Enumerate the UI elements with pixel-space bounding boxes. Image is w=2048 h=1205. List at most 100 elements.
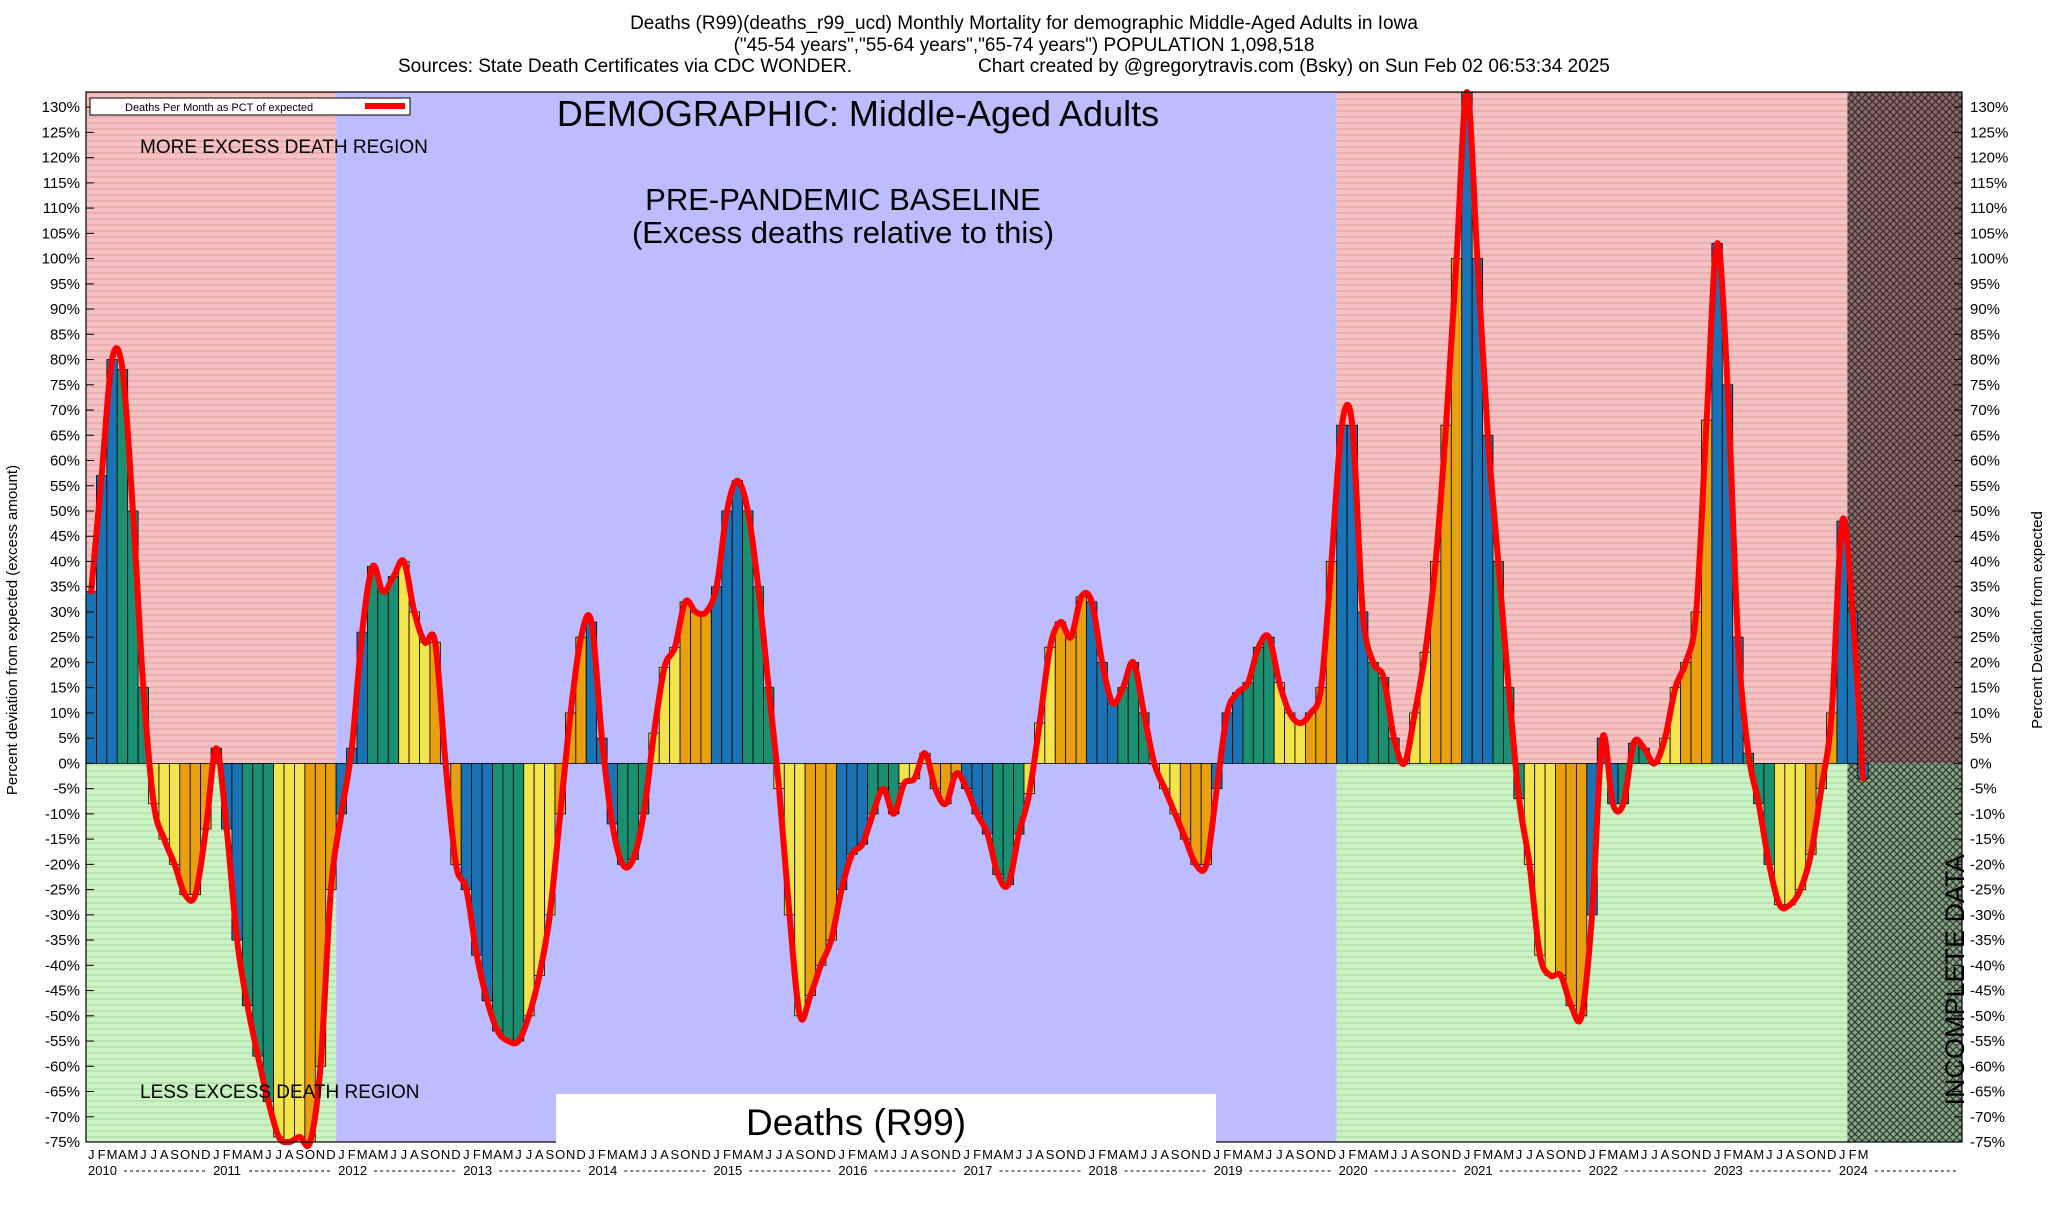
x-year-label: 2016 xyxy=(838,1163,867,1178)
bars-group xyxy=(85,91,1869,1143)
x-month-label: S xyxy=(796,1147,805,1162)
x-year-label: 2015 xyxy=(713,1163,742,1178)
x-month-label: M xyxy=(1607,1147,1618,1162)
x-month-label: A xyxy=(368,1147,377,1162)
y-tick-label-right: 55% xyxy=(1970,478,2000,495)
x-month-label: J xyxy=(1651,1147,1658,1162)
x-month-label: O xyxy=(1556,1147,1566,1162)
x-month-label: D xyxy=(201,1147,210,1162)
y-tick-label-left: 15% xyxy=(50,680,80,697)
y-tick-label-right: -10% xyxy=(1970,806,2005,823)
chart-title-line1: Deaths (R99)(deaths_r99_ucd) Monthly Mor… xyxy=(630,13,1418,34)
y-tick-label-left: -20% xyxy=(45,856,80,873)
x-month-label: F xyxy=(98,1147,106,1162)
x-month-label: J xyxy=(1391,1147,1398,1162)
y-tick-label-right: 120% xyxy=(1970,150,2008,167)
x-month-label: O xyxy=(1055,1147,1065,1162)
bar xyxy=(377,591,389,764)
x-month-label: J xyxy=(838,1147,845,1162)
x-month-label: J xyxy=(88,1147,95,1162)
x-month-label: M xyxy=(1253,1147,1264,1162)
x-month-label: M xyxy=(107,1147,118,1162)
x-month-label: J xyxy=(140,1147,147,1162)
y-tick-label-left: 50% xyxy=(50,503,80,520)
y-tick-label-left: 105% xyxy=(42,225,80,242)
x-month-label: D xyxy=(576,1147,585,1162)
x-month-label: M xyxy=(503,1147,514,1162)
x-month-label: A xyxy=(994,1147,1003,1162)
x-year-label: 2024 xyxy=(1839,1163,1868,1178)
y-tick-label-right: 50% xyxy=(1970,503,2000,520)
x-month-label: S xyxy=(1671,1147,1680,1162)
x-month-label: J xyxy=(1088,1147,1095,1162)
x-month-label: J xyxy=(1016,1147,1023,1162)
y-tick-label-right: -25% xyxy=(1970,882,2005,899)
x-month-label: O xyxy=(555,1147,565,1162)
bar xyxy=(1232,692,1244,764)
y-tick-label-left: 0% xyxy=(58,755,80,772)
x-month-label: S xyxy=(545,1147,554,1162)
y-tick-label-right: 45% xyxy=(1970,528,2000,545)
x-month-label: F xyxy=(1598,1147,1606,1162)
y-tick-label-left: 90% xyxy=(50,301,80,318)
bar xyxy=(1461,91,1473,764)
x-month-label: J xyxy=(1401,1147,1408,1162)
bar xyxy=(1054,621,1067,764)
x-month-label: J xyxy=(338,1147,345,1162)
bar xyxy=(690,611,702,764)
x-month-label: O xyxy=(1681,1147,1691,1162)
x-month-label: M xyxy=(1733,1147,1744,1162)
x-month-label: F xyxy=(848,1147,856,1162)
x-month-label: J xyxy=(1339,1147,1346,1162)
x-month-label: N xyxy=(1692,1147,1701,1162)
y-tick-label-left: -25% xyxy=(45,882,80,899)
y-tick-label-right: 30% xyxy=(1970,604,2000,621)
bar xyxy=(1555,762,1567,976)
baseline-label-line2: (Excess deaths relative to this) xyxy=(632,215,1054,250)
x-month-label: N xyxy=(1566,1147,1575,1162)
bar xyxy=(815,762,827,966)
y-tick-label-right: 40% xyxy=(1970,553,2000,570)
x-month-label: F xyxy=(473,1147,481,1162)
x-month-label: A xyxy=(1786,1147,1795,1162)
x-month-label: S xyxy=(170,1147,179,1162)
x-month-label: M xyxy=(1357,1147,1368,1162)
y-tick-label-left: -30% xyxy=(45,907,80,924)
bar xyxy=(481,762,493,1002)
x-month-label: M xyxy=(607,1147,618,1162)
x-month-label: S xyxy=(1546,1147,1555,1162)
x-month-label: J xyxy=(1276,1147,1283,1162)
y-tick-label-left: 110% xyxy=(43,200,80,217)
x-month-label: S xyxy=(295,1147,304,1162)
bar xyxy=(512,762,525,1042)
x-month-label: J xyxy=(1464,1147,1471,1162)
x-month-label: D xyxy=(701,1147,710,1162)
x-month-label: D xyxy=(1827,1147,1836,1162)
x-month-label: A xyxy=(1619,1147,1628,1162)
x-month-label: N xyxy=(1066,1147,1075,1162)
cause-label-box xyxy=(556,1094,1216,1146)
x-month-label: A xyxy=(1494,1147,1503,1162)
x-month-label: N xyxy=(441,1147,450,1162)
x-month-label: A xyxy=(910,1147,919,1162)
x-month-label: J xyxy=(640,1147,647,1162)
x-month-label: S xyxy=(1796,1147,1805,1162)
y-tick-label-left: -10% xyxy=(45,806,80,823)
x-month-label: F xyxy=(223,1147,231,1162)
y-tick-label-right: -35% xyxy=(1970,932,2005,949)
y-tick-label-right: 85% xyxy=(1970,326,2000,343)
incomplete-region-bottom xyxy=(1847,763,1962,1142)
y-tick-label-right: -65% xyxy=(1970,1084,2005,1101)
x-month-label: M xyxy=(1003,1147,1014,1162)
x-month-label: J xyxy=(890,1147,897,1162)
x-month-label: J xyxy=(588,1147,595,1162)
bar xyxy=(179,762,191,896)
y-tick-label-right: 0% xyxy=(1970,755,1992,772)
y-tick-label-left: -15% xyxy=(45,831,80,848)
x-month-label: J xyxy=(1839,1147,1846,1162)
y-tick-label-right: 65% xyxy=(1970,427,2000,444)
x-month-label: O xyxy=(1431,1147,1441,1162)
x-month-label: A xyxy=(785,1147,794,1162)
bar xyxy=(1065,636,1077,764)
x-month-label: D xyxy=(326,1147,335,1162)
